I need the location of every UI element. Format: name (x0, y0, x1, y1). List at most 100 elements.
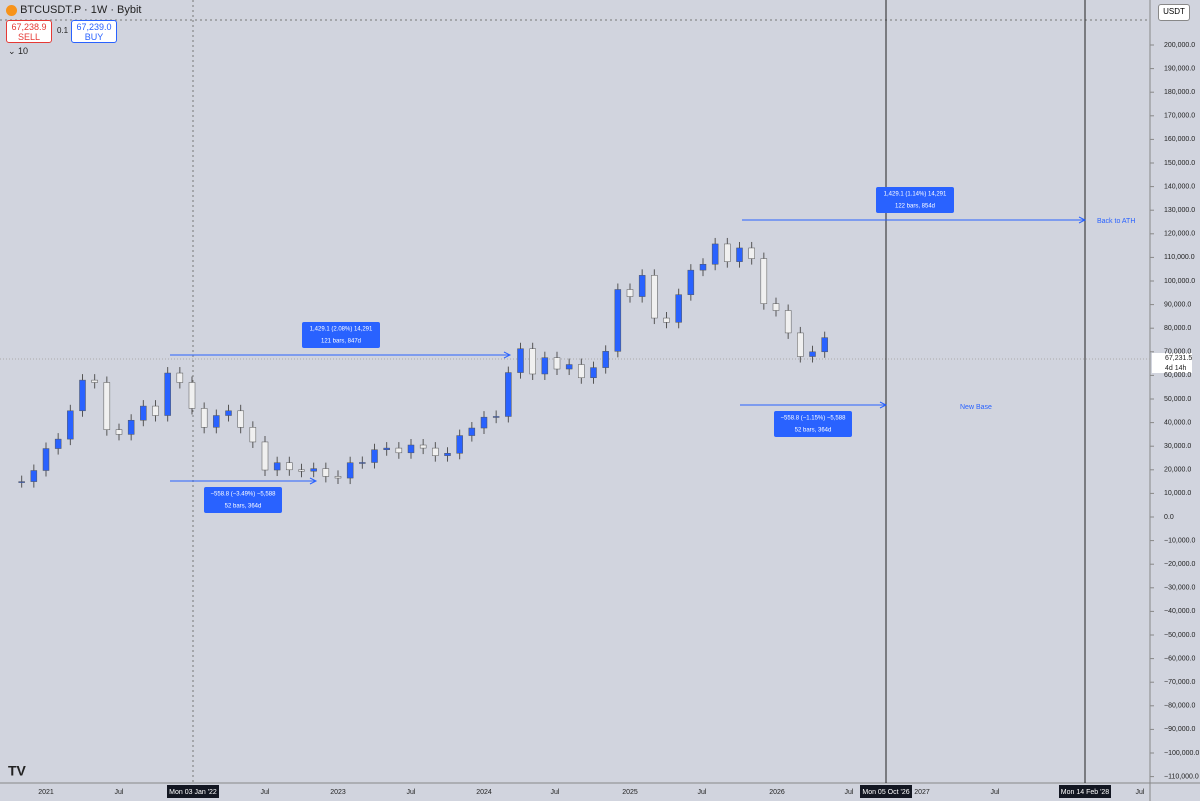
candle (699, 263, 707, 271)
candle (760, 258, 768, 304)
candle (663, 317, 670, 323)
price-tick-label: −90,000.0 (1164, 726, 1195, 733)
candle (261, 441, 269, 471)
candle (67, 410, 74, 440)
buy-button[interactable]: 67,239.0 BUY (71, 20, 117, 43)
candle (638, 275, 646, 297)
candle (225, 410, 232, 416)
candle (79, 379, 86, 412)
measure-text: 121 bars, 847d (321, 339, 361, 345)
arrow-head (879, 401, 888, 409)
time-label: Jul (698, 789, 707, 796)
buy-label: BUY (84, 32, 104, 42)
time-label: Jul (115, 789, 124, 796)
candle (42, 448, 50, 471)
price-tick-label: 150,000.0 (1164, 160, 1195, 167)
time-label: Jul (845, 789, 854, 796)
candle (176, 372, 184, 383)
candle (103, 382, 111, 430)
candle (249, 427, 257, 443)
quantity[interactable]: 0.1 (57, 26, 69, 35)
measure-text: −558.8 (−3.49%) −5,588 (211, 492, 277, 498)
measure-text: 1,429.1 (1.14%) 14,291 (884, 192, 947, 198)
price-tick-label: 100,000.0 (1164, 278, 1195, 285)
price-tick-label: 130,000.0 (1164, 207, 1195, 214)
candle (590, 367, 597, 379)
arrow-head (309, 477, 318, 485)
symbol: BTCUSDT.P · 1W · Bybit (20, 4, 142, 16)
price-tick-label: 90,000.0 (1164, 301, 1191, 308)
sell-button[interactable]: 67,238.9 SELL (6, 20, 52, 43)
price-tick-label: 120,000.0 (1164, 231, 1195, 238)
price-tick-label: −110,000.0 (1164, 773, 1199, 780)
time-label: Mon 14 Feb '28 (1061, 789, 1110, 796)
candle (480, 416, 488, 429)
candle (456, 435, 463, 454)
price-tick-label: 50,000.0 (1164, 396, 1191, 403)
candle (237, 410, 244, 428)
logo: TV (8, 763, 27, 779)
measure-box (774, 411, 852, 437)
price-tick-label: 40,000.0 (1164, 419, 1191, 426)
time-label: 2021 (38, 789, 54, 796)
measure-box (204, 487, 282, 513)
price-tick-label: −40,000.0 (1164, 608, 1195, 615)
measure-text: −558.8 (−1.15%) −5,588 (781, 416, 847, 422)
symbol-header: BTCUSDT.P · 1W · Bybit (6, 4, 142, 16)
candle (30, 470, 38, 482)
price-tick-label: 60,000.0 (1164, 372, 1191, 379)
measure-box (302, 322, 380, 348)
candle (529, 348, 536, 375)
candle (492, 416, 500, 418)
crosshair-time-badge (1059, 785, 1111, 798)
candle (115, 429, 123, 435)
price-tick-label: 10,000.0 (1164, 490, 1191, 497)
candle (541, 357, 549, 375)
price-tick-label: 110,000.0 (1164, 254, 1195, 261)
price-tick-label: −50,000.0 (1164, 632, 1195, 639)
drawing-label: New Base (960, 404, 992, 411)
candle (821, 337, 828, 353)
currency-button[interactable]: USDT (1158, 4, 1190, 21)
candle (578, 364, 585, 379)
price-tick-label: −20,000.0 (1164, 561, 1195, 568)
candle (298, 469, 305, 472)
time-label: Jul (261, 789, 270, 796)
countdown: 4d 14h (1165, 365, 1187, 372)
price-tick-label: 30,000.0 (1164, 443, 1191, 450)
measure-text: 1,429.1 (2.08%) 14,291 (310, 327, 373, 333)
candles (18, 237, 828, 488)
arrow-head (503, 351, 512, 359)
candle (91, 379, 98, 383)
sell-price: 67,238.9 (11, 22, 47, 32)
candle (432, 447, 439, 456)
candle (200, 408, 208, 428)
candle (444, 453, 451, 456)
price-tick-label: 180,000.0 (1164, 89, 1195, 96)
time-label: Jul (1136, 789, 1145, 796)
candle (395, 447, 403, 454)
price-tick-label: −80,000.0 (1164, 703, 1195, 710)
price-tick-label: 70,000.0 (1164, 349, 1191, 356)
measure-text: 52 bars, 364d (795, 428, 832, 434)
candle (213, 415, 220, 428)
candle (407, 444, 415, 454)
candle (468, 427, 476, 436)
candle (736, 247, 743, 262)
candle (188, 382, 196, 409)
candle (675, 294, 682, 323)
candle (748, 247, 755, 259)
price-tick-label: 170,000.0 (1164, 113, 1195, 120)
candle (553, 357, 561, 370)
candle (54, 438, 62, 449)
indicators-toggle[interactable]: ⌄ 10 (8, 46, 29, 56)
candle (614, 289, 622, 352)
candle (651, 275, 658, 319)
price-tick-label: −10,000.0 (1164, 537, 1195, 544)
crosshair-time-badge (860, 785, 912, 798)
candle (602, 351, 609, 368)
sell-label: SELL (17, 32, 41, 42)
candle (334, 476, 342, 479)
last-price-badge (1152, 353, 1192, 373)
time-label: Mon 03 Jan '22 (169, 789, 217, 796)
